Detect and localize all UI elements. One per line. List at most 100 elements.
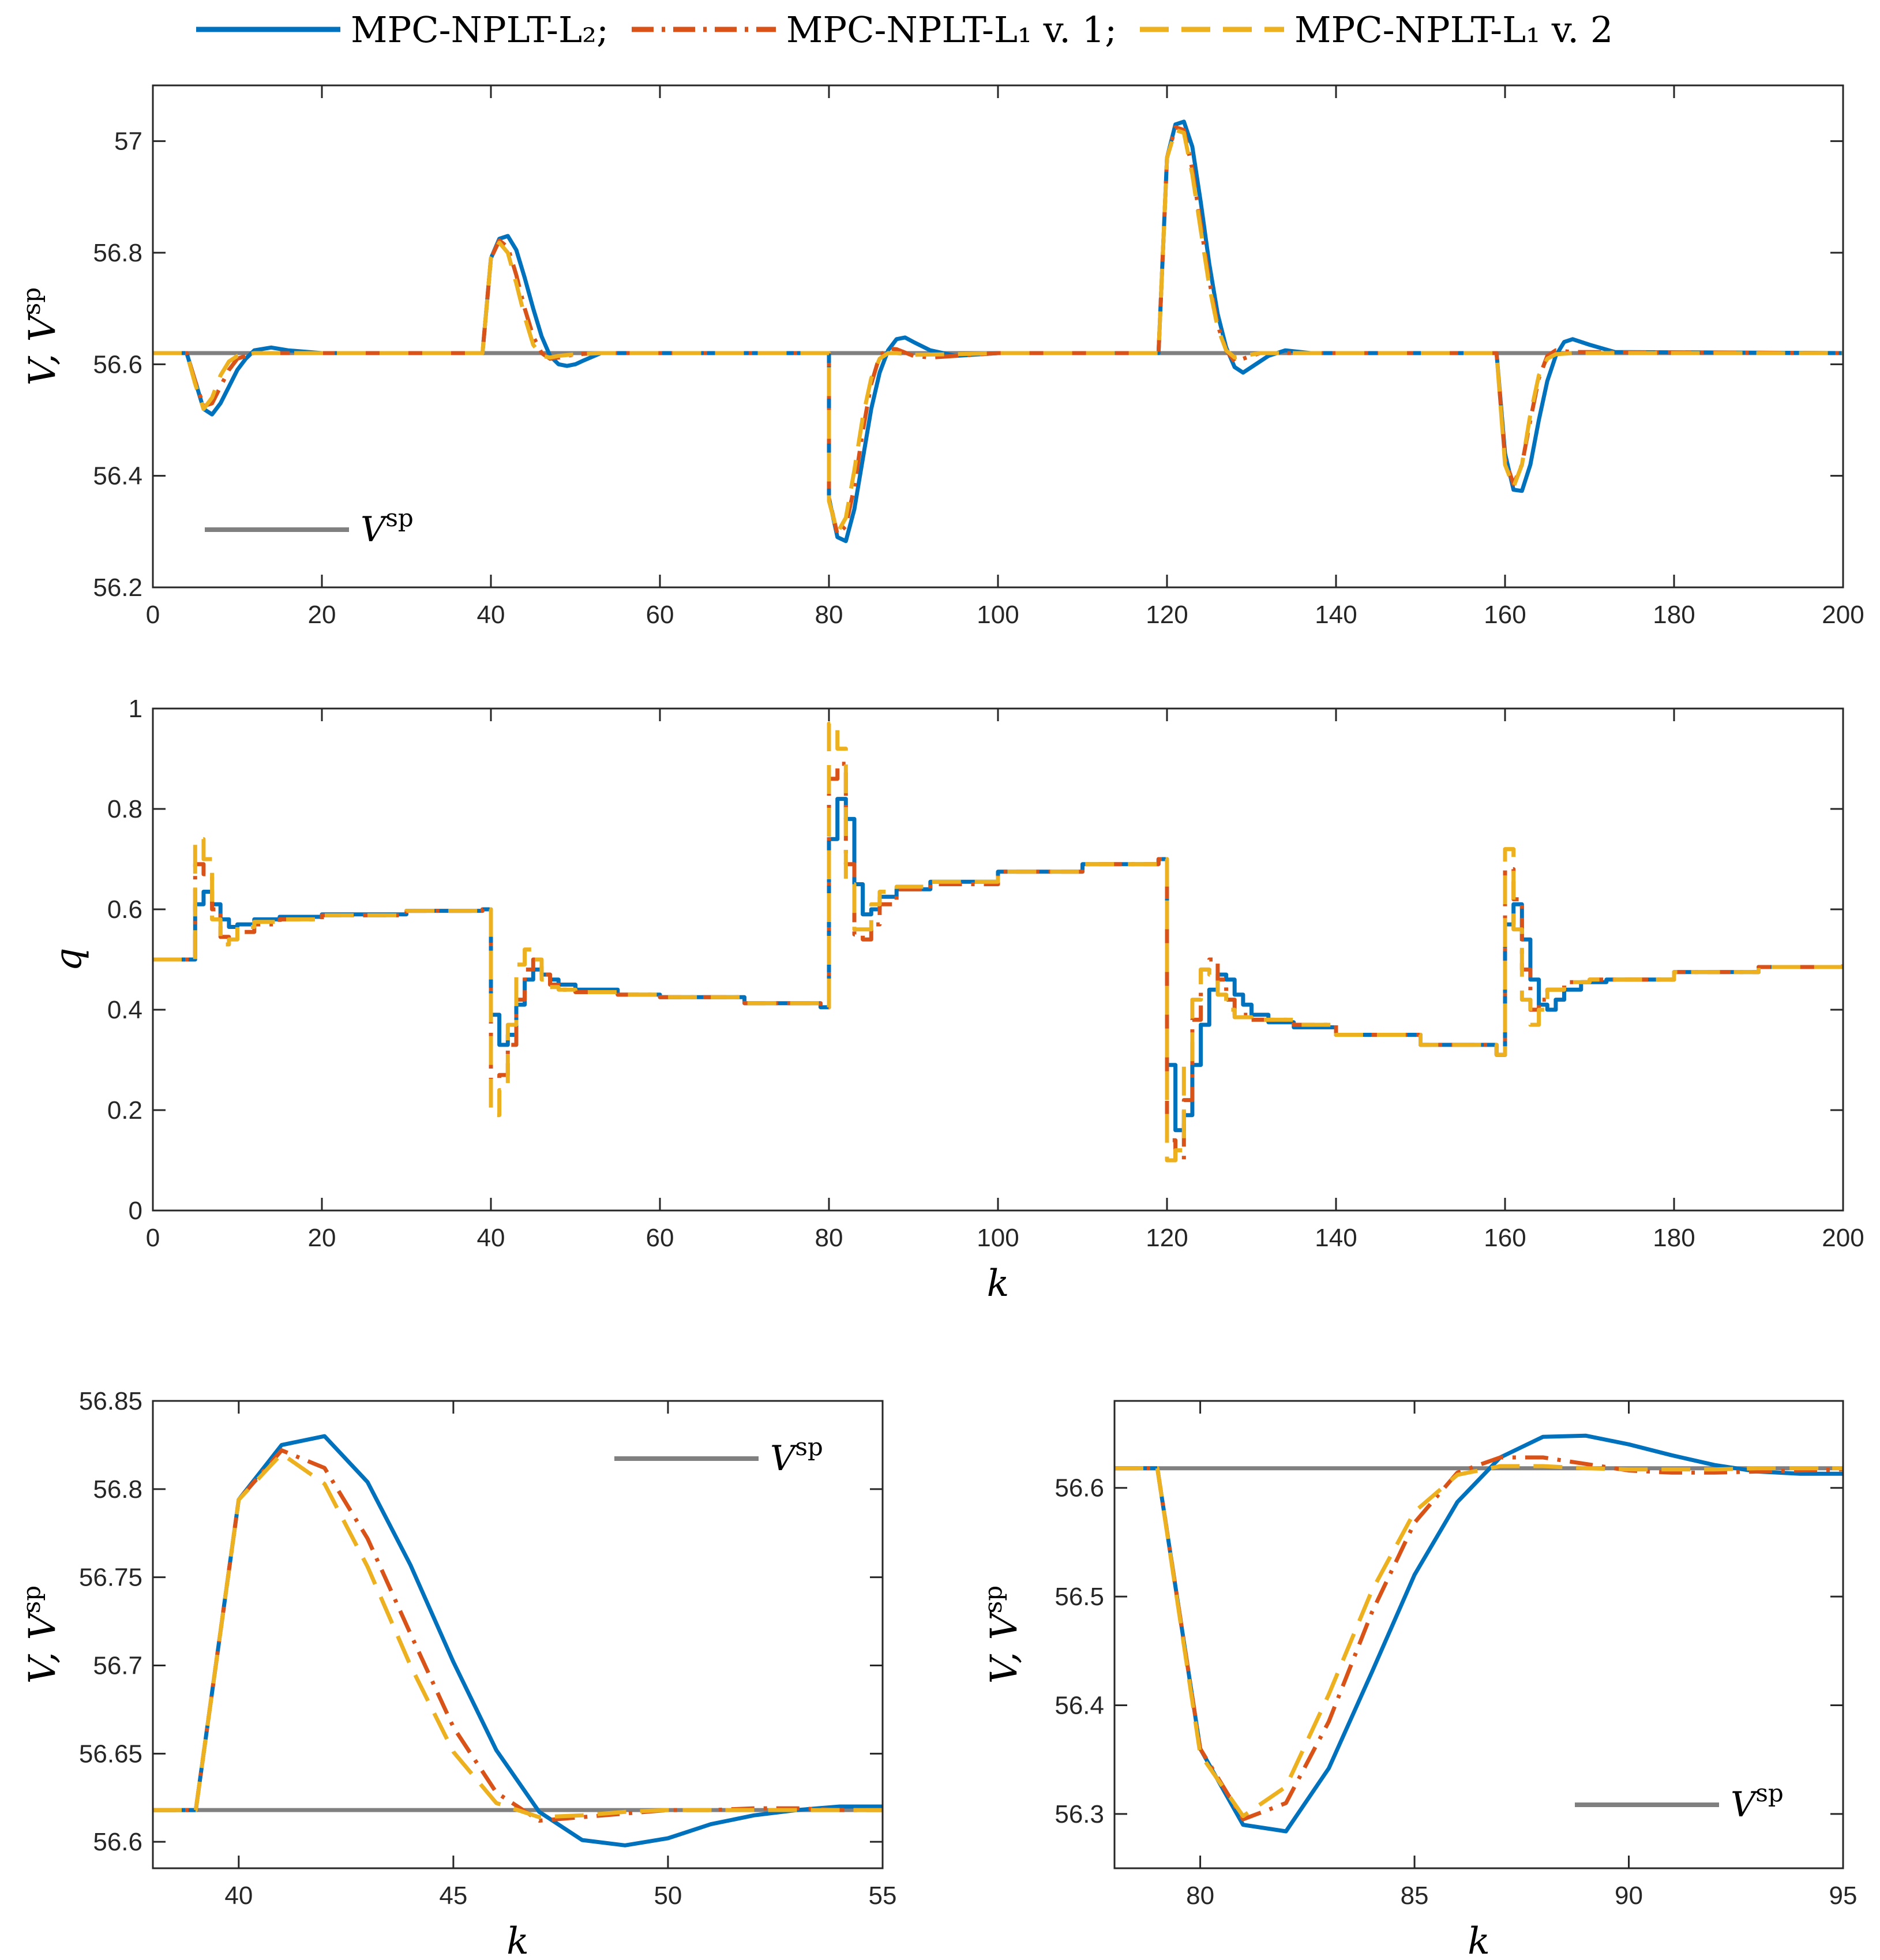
legend-label-l1v1: MPC-NPLT-L₁ v. 1; [786, 8, 1117, 51]
setpoint-legend-label: Vsp [361, 504, 414, 550]
plot-area [153, 85, 1843, 587]
y-tick-label: 56.6 [1055, 1474, 1104, 1502]
y-axis-label-sup: sp [17, 1586, 46, 1613]
x-tick-label: 95 [1829, 1882, 1858, 1910]
x-tick-label: 0 [146, 1224, 160, 1252]
x-axis-label: k [987, 1262, 1010, 1305]
x-axis-label: k [506, 1920, 529, 1960]
y-tick-label: 56.8 [93, 1475, 142, 1504]
plot-lines [153, 721, 1843, 1163]
y-tick-label: 0.4 [107, 996, 142, 1024]
y-tick-label: 56.4 [93, 462, 142, 490]
x-tick-label: 40 [224, 1882, 253, 1910]
x-tick-label: 85 [1401, 1882, 1429, 1910]
x-tick-label: 180 [1653, 1224, 1695, 1252]
x-tick-label: 120 [1146, 1224, 1188, 1252]
y-tick-label: 57 [114, 128, 142, 156]
x-tick-label: 160 [1484, 1224, 1526, 1252]
setpoint-legend-sup: sp [385, 504, 413, 532]
y-tick-label: 56.6 [93, 350, 142, 378]
y-tick-label: 0.8 [107, 795, 142, 823]
figure-legend: MPC-NPLT-L₂; MPC-NPLT-L₁ v. 1; MPC-NPLT-… [196, 5, 1636, 54]
x-tick-label: 100 [977, 1224, 1019, 1252]
x-tick-label: 90 [1615, 1882, 1643, 1910]
x-tick-label: 40 [477, 601, 505, 629]
y-tick-label: 56.65 [79, 1740, 142, 1768]
y-tick-label: 56.85 [79, 1387, 142, 1415]
y-axis-label-v: V, V [21, 312, 64, 385]
x-tick-label: 200 [1822, 1224, 1864, 1252]
x-tick-label: 20 [308, 601, 336, 629]
x-axis-label: k [1468, 1920, 1490, 1960]
y-tick-label: 0 [129, 1197, 142, 1225]
legend-swatch-l1v1 [631, 27, 776, 32]
legend-item-l1v1: MPC-NPLT-L₁ v. 1; [631, 8, 1117, 51]
x-tick-label: 100 [977, 601, 1019, 629]
series-line-l1v2 [153, 1452, 883, 1819]
y-tick-label: 56.6 [93, 1828, 142, 1856]
x-tick-label: 45 [439, 1882, 467, 1910]
setpoint-legend: Vsp [1575, 1779, 1784, 1825]
y-axis-label: q [47, 948, 90, 972]
y-axis-label-v: V, V [21, 1610, 64, 1684]
y-tick-label: 56.2 [93, 574, 142, 602]
y-axis-label-v: V, V [983, 1610, 1026, 1684]
legend-item-l2: MPC-NPLT-L₂; [196, 9, 609, 51]
x-tick-label: 200 [1822, 601, 1864, 629]
plot-lines [153, 119, 1843, 544]
legend-label-l1v2: MPC-NPLT-L₁ v. 2 [1294, 8, 1613, 51]
setpoint-legend-v: V [361, 509, 389, 550]
x-tick-label: 55 [869, 1882, 897, 1910]
x-tick-label: 50 [654, 1882, 682, 1910]
setpoint-legend-label: Vsp [1731, 1779, 1784, 1825]
y-tick-label: 56.75 [79, 1564, 142, 1592]
y-axis-label: V, Vsp [17, 1586, 64, 1684]
legend-swatch-l1v2 [1140, 27, 1285, 32]
x-tick-label: 0 [146, 601, 160, 629]
y-axis-label: V, Vsp [17, 287, 64, 385]
series-line-l2 [1115, 1433, 1843, 1834]
y-tick-label: 56.4 [1055, 1691, 1104, 1719]
x-tick-label: 140 [1315, 601, 1357, 629]
legend-swatch-l2 [196, 27, 340, 32]
x-tick-label: 160 [1484, 601, 1526, 629]
setpoint-legend: Vsp [614, 1433, 823, 1479]
setpoint-legend-sup: sp [1755, 1779, 1783, 1807]
x-tick-label: 40 [477, 1224, 505, 1252]
x-tick-label: 80 [815, 601, 843, 629]
y-tick-label: 56.7 [93, 1651, 142, 1680]
y-tick-label: 56.8 [93, 239, 142, 267]
x-tick-label: 140 [1315, 1224, 1357, 1252]
x-tick-label: 20 [308, 1224, 336, 1252]
plot-lines [1115, 1433, 1843, 1834]
y-axis-label: V, Vsp [979, 1586, 1026, 1684]
setpoint-legend-sup: sp [795, 1433, 823, 1461]
y-tick-label: 56.3 [1055, 1800, 1104, 1828]
legend-item-l1v2: MPC-NPLT-L₁ v. 2 [1140, 9, 1613, 51]
plot-frame [152, 1400, 884, 1869]
setpoint-legend-v: V [1731, 1785, 1759, 1825]
x-tick-label: 180 [1653, 601, 1695, 629]
plot-frame [1113, 1400, 1844, 1869]
y-tick-label: 56.5 [1055, 1583, 1104, 1611]
setpoint-legend: Vsp [205, 504, 414, 550]
plot-area [153, 1401, 883, 1868]
x-tick-label: 60 [646, 601, 674, 629]
panel-p1: 0 20 40 60 80 100 120 140 160 180 200 56.2 56.4 56.6 5… [17, 84, 1864, 629]
y-tick-label: 0.2 [107, 1096, 142, 1125]
y-tick-label: 0.6 [107, 895, 142, 924]
legend-label-l2: MPC-NPLT-L₂; [351, 8, 609, 51]
y-tick-label: 1 [129, 695, 142, 723]
x-tick-label: 80 [1186, 1882, 1214, 1910]
x-tick-label: 120 [1146, 601, 1188, 629]
setpoint-legend-label: Vsp [770, 1433, 823, 1479]
y-axis-label-sup: sp [17, 287, 46, 315]
series-line-l1v2 [153, 721, 1843, 1163]
panel-p2: 0 20 40 60 80 100 120 140 160 180 200 0 0.2 0.4 0.6 0.8… [47, 695, 1864, 1305]
setpoint-legend-v: V [770, 1438, 798, 1479]
plot-lines [153, 1434, 883, 1847]
series-line-l2 [153, 1434, 883, 1847]
plot-area [153, 709, 1843, 1211]
